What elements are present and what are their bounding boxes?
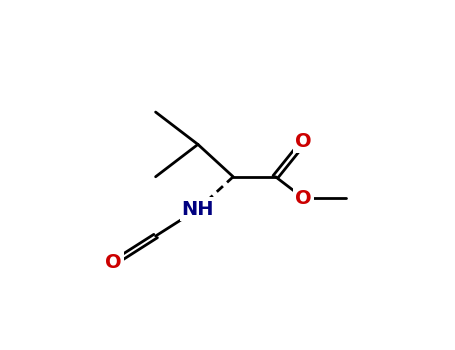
Text: O: O — [105, 253, 121, 273]
Text: O: O — [295, 132, 312, 151]
Text: O: O — [295, 189, 312, 208]
Text: NH: NH — [182, 199, 214, 219]
